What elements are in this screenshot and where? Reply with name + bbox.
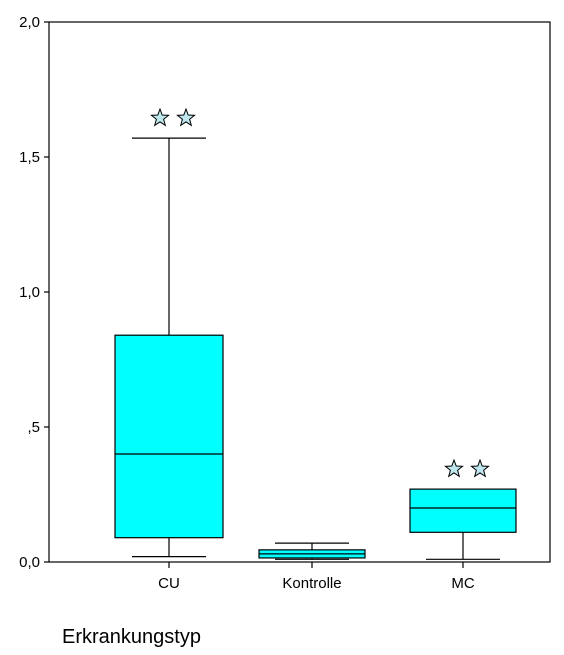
- box-kontrolle: [258, 542, 366, 560]
- extreme-star-icon: [150, 107, 170, 127]
- x-axis-label: Erkrankungstyp: [62, 626, 201, 648]
- extreme-star-icon: [176, 107, 196, 127]
- y-tick-label-4: 2,0: [19, 14, 40, 31]
- extreme-star-icon: [444, 458, 464, 478]
- y-tick-label-1: ,5: [27, 419, 40, 436]
- category-label-mc: MC: [451, 575, 474, 592]
- box-mc: [409, 458, 517, 560]
- extreme-star-icon: [470, 458, 490, 478]
- y-tick-label-0: 0,0: [19, 554, 40, 571]
- y-tick-label-2: 1,0: [19, 284, 40, 301]
- category-label-kontrolle: Kontrolle: [282, 575, 341, 592]
- y-tick-label-3: 1,5: [19, 149, 40, 166]
- category-labels: CU Kontrolle MC: [158, 562, 475, 592]
- box-cu: [114, 107, 224, 558]
- box-rect: [114, 334, 224, 539]
- y-axis: 0,0 ,5 1,0 1,5 2,0: [19, 14, 49, 571]
- box-rect: [409, 488, 517, 533]
- boxes-layer: [114, 107, 517, 560]
- category-label-cu: CU: [158, 575, 180, 592]
